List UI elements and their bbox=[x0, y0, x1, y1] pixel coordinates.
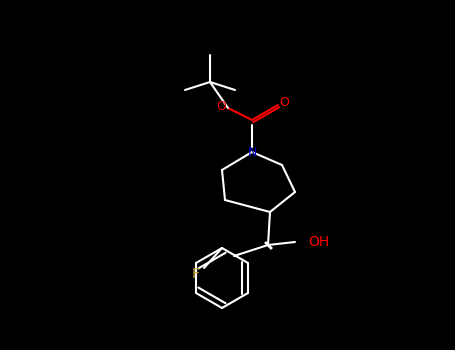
Text: O: O bbox=[216, 99, 226, 112]
Text: O: O bbox=[279, 97, 289, 110]
Text: OH: OH bbox=[308, 235, 329, 249]
Text: N: N bbox=[248, 146, 257, 159]
Text: F: F bbox=[192, 267, 200, 281]
